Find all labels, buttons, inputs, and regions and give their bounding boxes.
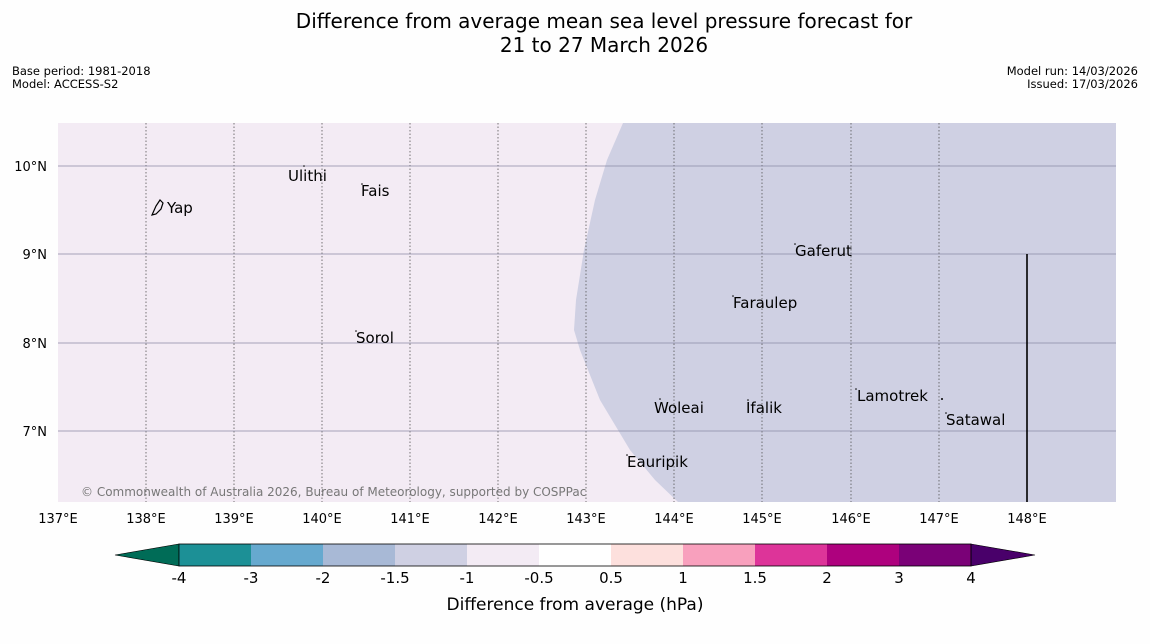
copyright-text: © Commonwealth of Australia 2026, Bureau… bbox=[81, 485, 586, 499]
lon-tick: 144°E bbox=[654, 512, 694, 527]
issued-date: Issued: 17/03/2026 bbox=[1027, 77, 1138, 91]
lat-tick: 7°N bbox=[23, 425, 48, 440]
sorol-dot bbox=[355, 330, 357, 332]
place-label-ulithi: Ulithi bbox=[288, 167, 327, 185]
lon-tick: 137°E bbox=[38, 512, 78, 527]
place-label-gaferut: Gaferut bbox=[795, 242, 852, 260]
colorbar-segment bbox=[899, 544, 971, 566]
colorbar-tick: 4 bbox=[966, 569, 976, 587]
lon-tick: 141°E bbox=[390, 512, 430, 527]
colorbar-tick: 2 bbox=[822, 569, 832, 587]
place-label-lamotrek: Lamotrek bbox=[857, 387, 928, 405]
colorbar-tick: -1 bbox=[460, 569, 475, 587]
yap-island-outline bbox=[150, 199, 164, 216]
ulithi-dot bbox=[303, 165, 305, 167]
colorbar-segment bbox=[611, 544, 683, 566]
colorbar-tick: 1 bbox=[678, 569, 688, 587]
satawal-dot bbox=[945, 412, 947, 414]
colorbar-left-arrow bbox=[114, 543, 180, 567]
lat-tick: 8°N bbox=[23, 337, 48, 352]
lon-tick: 138°E bbox=[126, 512, 166, 527]
lon-tick: 142°E bbox=[478, 512, 518, 527]
place-label-fais: Fais bbox=[361, 182, 390, 200]
lon-tick: 147°E bbox=[919, 512, 959, 527]
colorbar-segment bbox=[179, 544, 251, 566]
colorbar-segment bbox=[323, 544, 395, 566]
lat-tick: 10°N bbox=[14, 160, 47, 175]
meta-left: Base period: 1981-2018 Model: ACCESS-S2 bbox=[12, 65, 151, 91]
meridians bbox=[145, 123, 940, 502]
colorbar-tick: 3 bbox=[894, 569, 904, 587]
lon-tick: 148°E bbox=[1007, 512, 1047, 527]
lat-tick: 9°N bbox=[23, 248, 48, 263]
colorbar-label: Difference from average (hPa) bbox=[447, 595, 704, 615]
colorbar-tick: -0.5 bbox=[524, 569, 553, 587]
woleai-dot bbox=[659, 398, 661, 400]
colorbar-segment bbox=[251, 544, 323, 566]
colorbar-tick: -3 bbox=[244, 569, 259, 587]
ifalik-dot bbox=[747, 399, 749, 401]
colorbar-segment bbox=[467, 544, 539, 566]
colorbar: -4 -3 -2 -1.5 -1 -0.5 0.5 1 1.5 2 3 4 Di… bbox=[114, 543, 1036, 615]
faraulep-dot bbox=[732, 295, 734, 297]
lat-tick-labels: 10°N 9°N 8°N 7°N bbox=[14, 160, 47, 440]
place-label-faraulep: Faraulep bbox=[733, 294, 797, 312]
colorbar-segment bbox=[395, 544, 467, 566]
colorbar-segment bbox=[683, 544, 755, 566]
colorbar-frame bbox=[178, 543, 972, 567]
model-name: Model: ACCESS-S2 bbox=[12, 77, 119, 91]
place-label-woleai: Woleai bbox=[654, 399, 704, 417]
lon-tick-labels: 137°E 138°E 139°E 140°E 141°E 142°E 143°… bbox=[38, 512, 1047, 527]
colorbar-segment bbox=[827, 544, 899, 566]
colorbar-tick: -2 bbox=[316, 569, 331, 587]
colorbar-tick: 0.5 bbox=[599, 569, 623, 587]
anomaly-region bbox=[574, 123, 1116, 502]
colorbar-tick: -4 bbox=[172, 569, 187, 587]
chart-title: Difference from average mean sea level p… bbox=[0, 9, 1150, 57]
colorbar-segment bbox=[755, 544, 827, 566]
title-line-2: 21 to 27 March 2026 bbox=[499, 33, 709, 57]
colorbar-ticks: -4 -3 -2 -1.5 -1 -0.5 0.5 1 1.5 2 3 4 bbox=[172, 569, 976, 587]
place-label-eauripik: Eauripik bbox=[627, 453, 688, 471]
eauripik-dot bbox=[626, 454, 628, 456]
colorbar-right-arrow bbox=[970, 543, 1036, 567]
place-label-sorol: Sorol bbox=[356, 329, 394, 347]
lamotrek-east-dot bbox=[941, 398, 943, 400]
colorbar-tick: -1.5 bbox=[380, 569, 409, 587]
place-label-ifalik: Ifalik bbox=[746, 399, 782, 417]
island-dots bbox=[303, 165, 947, 456]
title-line-1: Difference from average mean sea level p… bbox=[295, 9, 913, 33]
lon-tick: 146°E bbox=[831, 512, 871, 527]
lon-tick: 139°E bbox=[214, 512, 254, 527]
fais-dot bbox=[361, 183, 363, 185]
colorbar-segment bbox=[539, 544, 611, 566]
lon-tick: 140°E bbox=[302, 512, 342, 527]
base-period: Base period: 1981-2018 bbox=[12, 64, 151, 78]
model-run: Model run: 14/03/2026 bbox=[1006, 64, 1138, 78]
parallels bbox=[58, 165, 1116, 432]
colorbar-tick: 1.5 bbox=[743, 569, 767, 587]
meta-right: Model run: 14/03/2026 Issued: 17/03/2026 bbox=[1007, 65, 1138, 91]
place-label-satawal: Satawal bbox=[946, 411, 1005, 429]
place-label-yap: Yap bbox=[166, 199, 193, 217]
gaferut-dot bbox=[794, 243, 796, 245]
lamotrek-dot bbox=[855, 388, 857, 390]
lon-tick: 143°E bbox=[566, 512, 606, 527]
lon-tick: 145°E bbox=[742, 512, 782, 527]
